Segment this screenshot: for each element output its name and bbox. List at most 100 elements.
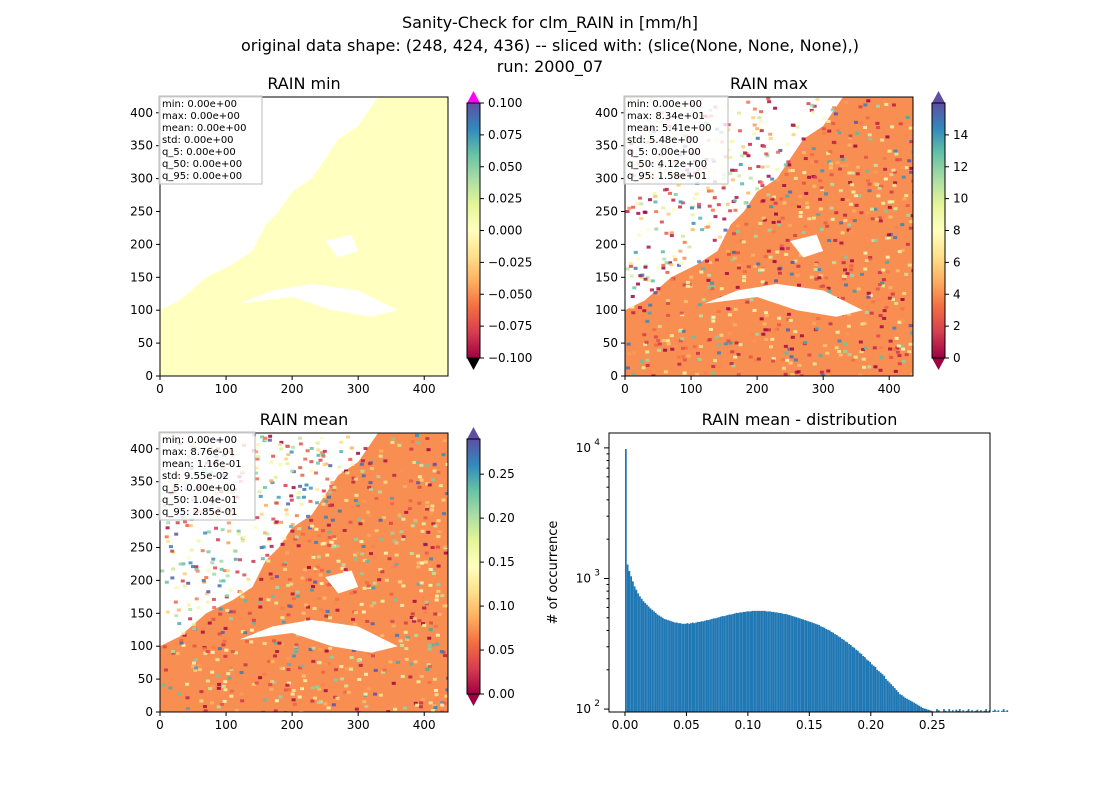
- colorbar-tick-label: 0.05: [488, 643, 515, 657]
- histogram-bar: [878, 671, 880, 712]
- histogram-bar: [985, 709, 988, 712]
- histogram-bar: [795, 617, 798, 712]
- histogram-bar: [723, 616, 726, 712]
- x-tick-label: 300: [347, 718, 370, 732]
- histogram-bar: [893, 688, 896, 712]
- panel-title: RAIN max: [730, 74, 808, 93]
- histogram-bar: [681, 623, 683, 712]
- suptitle-line-1: Sanity-Check for clm_RAIN in [mm/h]: [401, 13, 699, 32]
- histogram-bar: [797, 617, 799, 712]
- axes-frame: [608, 432, 991, 713]
- histogram-bar: [718, 617, 720, 712]
- histogram-bar: [951, 710, 954, 712]
- histogram-bar: [774, 612, 777, 712]
- histogram-bar: [871, 664, 873, 712]
- stats-box: [623, 95, 729, 185]
- histogram-bar: [888, 682, 891, 712]
- x-tick-label: 300: [347, 382, 370, 396]
- histogram-bar: [858, 652, 861, 712]
- histogram-bar: [913, 702, 915, 712]
- histogram-bar: [777, 612, 780, 712]
- y-tick-label: 250: [130, 204, 153, 218]
- axes-frame: [159, 432, 449, 713]
- colorbar-tick-label: 0: [953, 351, 961, 365]
- stats-box: [158, 431, 256, 521]
- histogram-bar: [749, 611, 752, 712]
- stats-line: std: 5.48e+00: [627, 135, 699, 146]
- histogram-bar: [704, 620, 706, 712]
- colorbar-extend-top: [932, 91, 945, 103]
- y-tick-label: 250: [130, 540, 153, 554]
- stats-line: q_50: 4.12e+00: [627, 159, 707, 170]
- histogram-bar: [756, 610, 759, 712]
- stats-line: q_5: 0.00e+00: [162, 147, 236, 158]
- histogram-bar: [923, 708, 926, 712]
- histogram-bar: [886, 680, 889, 712]
- histogram-bar: [688, 623, 691, 712]
- histogram-bar: [911, 701, 914, 712]
- histogram-bar: [769, 611, 771, 712]
- histogram-bar: [755, 610, 757, 712]
- colorbar-tick-label: 0.075: [488, 128, 522, 142]
- histogram-bar: [925, 709, 928, 712]
- rain-mean-panel: 0 100 200 300 400 0 50 100 150 200 250 300 350 400 min…: [130, 410, 515, 732]
- stats-line: std: 0.00e+00: [162, 135, 234, 146]
- histogram-bar: [639, 596, 641, 712]
- stats-line: max: 0.00e+00: [162, 111, 240, 122]
- histogram-bar: [997, 710, 1000, 712]
- histogram-bar: [876, 669, 879, 712]
- y-tick-label: 350: [595, 139, 618, 153]
- histogram-bar: [628, 571, 631, 712]
- x-tick-label: 100: [680, 382, 703, 396]
- histogram-bar: [983, 710, 986, 712]
- histogram-bar: [830, 631, 833, 712]
- histogram-bar: [994, 709, 996, 712]
- histogram-bar: [691, 622, 694, 712]
- histogram-bar: [748, 611, 750, 712]
- histogram-bar: [992, 710, 995, 712]
- sea-area: [325, 234, 359, 258]
- stats-line: q_5: 0.00e+00: [627, 147, 701, 158]
- histogram-bar: [751, 610, 754, 712]
- histogram-bar: [698, 621, 701, 712]
- colorbar-tick-label: 0.00: [488, 687, 515, 701]
- histogram-bar: [856, 650, 859, 712]
- panel-title: RAIN mean: [260, 410, 349, 429]
- histogram-bar: [790, 615, 792, 712]
- histogram-bar: [974, 710, 977, 712]
- histogram-bar: [670, 621, 673, 712]
- histogram-bar: [921, 707, 924, 712]
- histogram-bar: [765, 611, 768, 712]
- histogram-bar: [837, 636, 840, 712]
- stats-line: q_5: 0.00e+00: [162, 483, 236, 494]
- histogram-bar: [971, 710, 973, 712]
- colorbar-extend-bottom: [932, 358, 945, 370]
- map-field: [160, 433, 448, 712]
- histogram-bar: [832, 632, 835, 712]
- y-tick-label: 100: [130, 303, 153, 317]
- panel-title: RAIN mean - distribution: [702, 410, 898, 429]
- x-tick-label: 400: [878, 382, 901, 396]
- histogram-bar: [802, 619, 805, 712]
- x-tick-label: 400: [413, 382, 436, 396]
- x-tick-label: 0: [156, 382, 164, 396]
- histogram-bar: [637, 593, 640, 712]
- histogram-bar: [786, 614, 789, 712]
- histogram-bar: [624, 449, 627, 712]
- histogram-bar: [668, 620, 671, 712]
- histogram-bar: [890, 684, 893, 712]
- histogram-bar: [728, 614, 731, 712]
- histogram-bar: [828, 630, 831, 712]
- histogram-bar: [721, 616, 724, 712]
- histogram-bar: [958, 709, 961, 712]
- histogram-bar: [899, 694, 901, 712]
- histogram-bar: [684, 623, 687, 712]
- x-tick-label: 300: [812, 382, 835, 396]
- y-tick-label: 400: [595, 106, 618, 120]
- x-tick-label: 200: [746, 382, 769, 396]
- histogram-bar: [918, 705, 921, 712]
- histogram-bar: [821, 627, 824, 712]
- suptitle-line-3: run: 2000_07: [496, 57, 604, 76]
- y-tick-label: 200: [130, 237, 153, 251]
